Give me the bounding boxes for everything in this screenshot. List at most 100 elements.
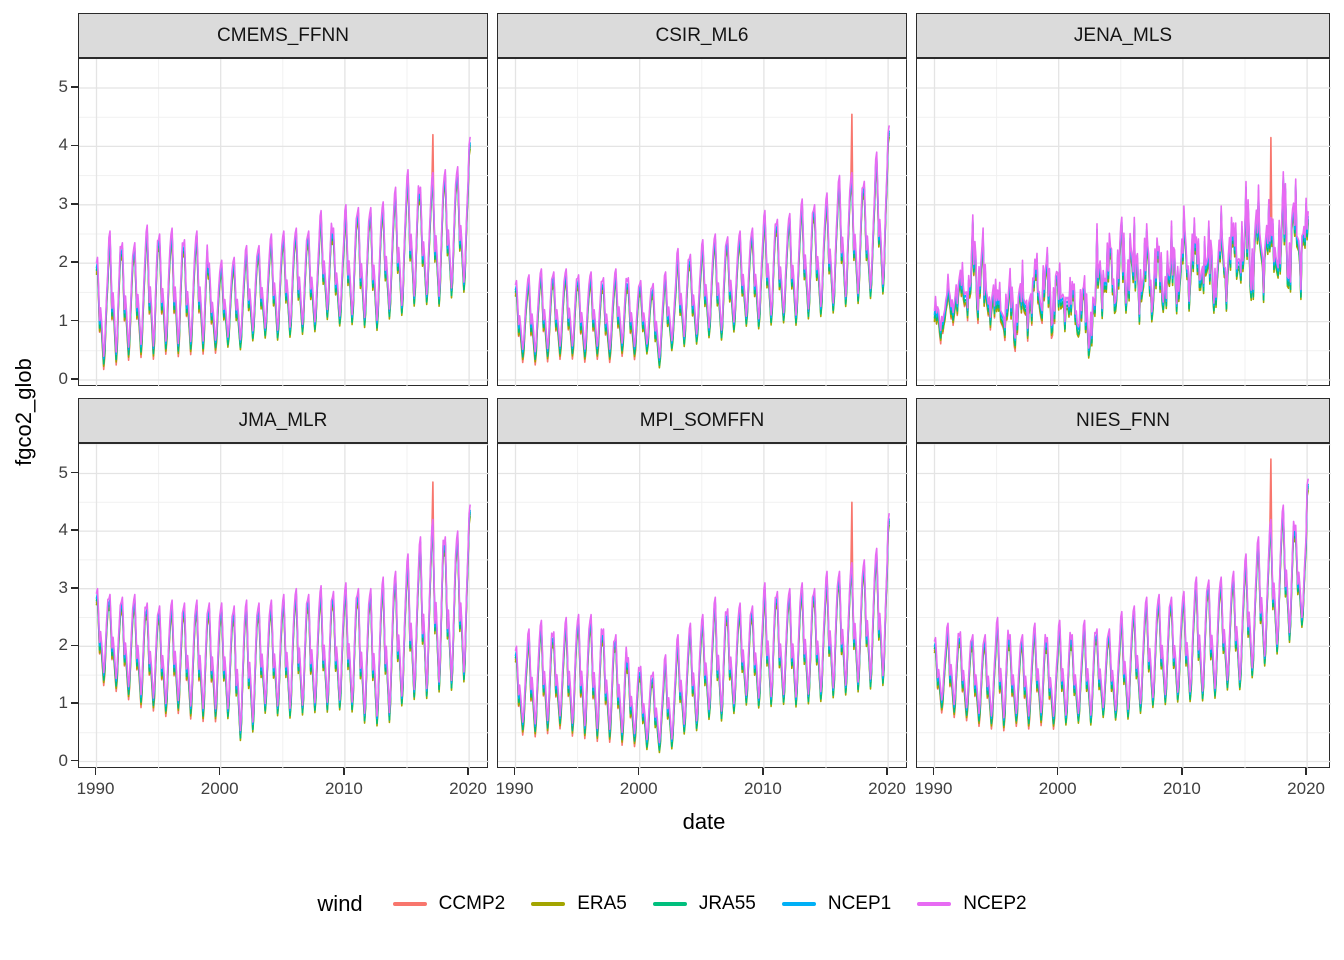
legend-entry-jra55: JRA55 [652,893,756,915]
facet-title: CMEMS_FFNN [217,24,349,46]
facet-strip-nies-fnn: NIES_FNN [916,398,1330,443]
x-tick-label: 2000 [1038,779,1077,798]
legend-label: CCMP2 [438,893,506,914]
y-tick-mark [71,378,78,380]
x-tick-mark [886,768,888,775]
series-line-ncep2 [933,478,1309,719]
y-tick-label: 4 [58,520,68,540]
x-tick-mark [513,768,516,775]
x-tick-label: 2010 [324,779,363,798]
x-tick-mark [1305,768,1307,775]
y-tick-label: 1 [58,692,68,712]
series-line-ncep2 [95,504,471,732]
x-tick-mark [637,768,640,775]
y-tick-label: 0 [58,750,68,770]
y-tick-mark [71,759,78,762]
facet-panel-jena-mls [916,58,1331,387]
x-tick-mark [218,768,221,775]
legend-key-line-ncep1 [781,902,816,906]
legend-entry-ccmp2: CCMP2 [392,893,506,915]
facet-panel-jma-mlr [78,443,489,769]
y-tick-label: 3 [58,577,68,597]
legend: wind CCMP2 ERA5 JRA55 NCEP1 NCEP2 [0,891,1344,917]
legend-label: ERA5 [577,893,627,914]
x-tick-label: 1990 [495,779,534,798]
x-tick-label: 1990 [76,779,115,798]
series-line-ncep2 [95,136,471,357]
x-tick-label: 2010 [1162,779,1201,798]
legend-entry-ncep1: NCEP1 [781,893,892,915]
facet-strip-mpi-somffn: MPI_SOMFFN [497,398,907,443]
legend-entry-ncep2: NCEP2 [917,893,1027,915]
y-tick-mark [71,702,78,704]
y-tick-label: 1 [58,310,68,330]
y-tick-mark [71,586,78,589]
x-tick-label: 2010 [743,779,782,798]
series-line-ccmp2 [933,458,1309,732]
legend-key-line-jra55 [652,902,687,906]
y-tick-mark [71,319,78,322]
x-tick-label: 2020 [868,779,907,798]
facet-title: MPI_SOMFFN [639,409,765,431]
facet-panel-mpi-somffn [497,443,908,769]
series-line-era5 [933,490,1309,729]
y-tick-label: 4 [58,135,68,155]
legend-label: NCEP2 [963,893,1027,914]
facet-plot-area [917,59,1331,387]
facet-panel-csir-ml6 [497,58,908,387]
facet-title: CSIR_ML6 [655,24,749,46]
facet-strip-csir-ml6: CSIR_ML6 [497,13,907,58]
y-tick-mark [71,644,78,647]
x-tick-mark [467,768,469,775]
y-tick-mark [71,471,78,474]
facet-title: JMA_MLR [238,409,328,431]
facet-plot-area [498,59,908,387]
facet-strip-jma-mlr: JMA_MLR [78,398,488,443]
y-tick-label: 5 [58,77,68,96]
series-line-ncep1 [933,483,1309,721]
facet-strip-jena-mls: JENA_MLS [916,13,1330,58]
y-axis-title: fgco2_glob [11,358,36,466]
legend-label: NCEP1 [827,893,892,914]
legend-key-line-ccmp2 [392,902,427,906]
x-axis-title: date [682,809,726,834]
legend-title: wind [317,891,363,916]
x-tick-label: 2000 [619,779,658,798]
x-tick-label: 1990 [914,779,953,798]
legend-entry-era5: ERA5 [531,893,627,915]
series-line-jra55 [933,485,1309,726]
x-tick-mark [1181,768,1183,775]
x-tick-mark [762,768,764,775]
y-tick-label: 2 [58,635,68,655]
series-line-ncep2 [514,513,890,744]
facet-plot-area [498,444,908,769]
facet-title: JENA_MLS [1073,24,1173,46]
facet-panel-nies-fnn [916,443,1331,769]
y-tick-mark [71,529,78,531]
y-tick-mark [71,86,78,88]
x-tick-mark [343,768,345,775]
y-tick-mark [71,261,78,264]
legend-label: JRA55 [698,893,756,914]
facet-plot-area [79,59,489,387]
x-tick-mark [94,768,97,775]
facet-title: NIES_FNN [1076,409,1170,431]
x-tick-label: 2000 [200,779,239,798]
facet-plot-area [79,444,489,769]
x-tick-label: 2020 [449,779,488,798]
y-tick-mark [71,144,78,147]
facet-panel-cmems-ffnn [78,58,489,387]
legend-key-line-ncep2 [917,902,952,906]
legend-key-line-era5 [531,902,566,906]
x-tick-label: 2020 [1287,779,1326,798]
y-tick-mark [71,203,78,205]
series-line-ncep2 [933,171,1309,349]
x-tick-mark [932,768,935,775]
y-tick-label: 5 [58,462,68,482]
x-tick-mark [1056,768,1059,775]
facet-strip-cmems-ffnn: CMEMS_FFNN [78,13,488,58]
facet-plot-area [917,444,1331,769]
y-tick-label: 3 [58,193,68,213]
y-tick-label: 0 [58,369,68,388]
